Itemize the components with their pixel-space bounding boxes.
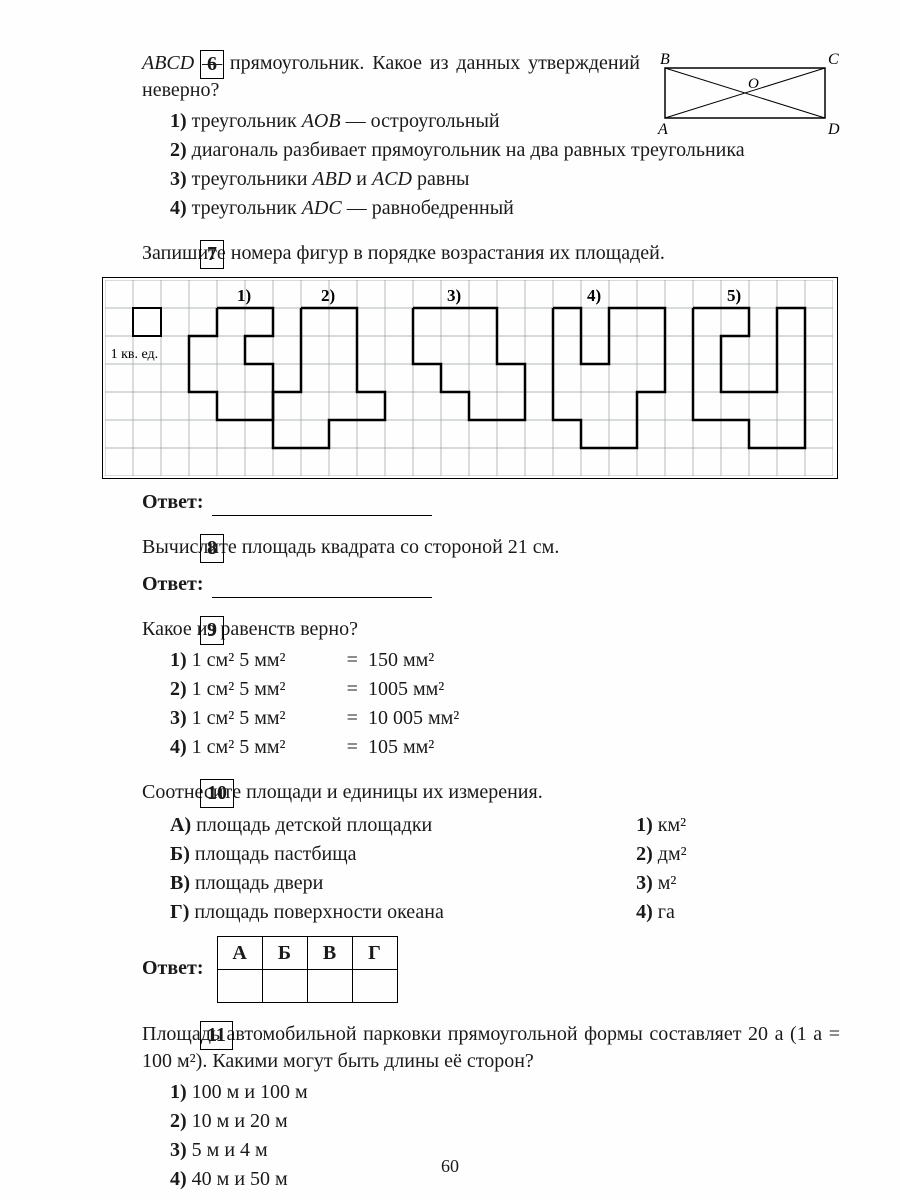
svg-text:4): 4) <box>587 286 601 305</box>
question-10: 10 Соотнесите площади и единицы их измер… <box>100 779 840 1003</box>
svg-text:2): 2) <box>321 286 335 305</box>
answer-table-header: Г <box>352 937 397 970</box>
question-number-box: 8 <box>200 534 224 563</box>
question-number-box: 11 <box>200 1021 233 1050</box>
answer-blank[interactable] <box>212 493 432 516</box>
matching-columns: А) площадь детской площадкиБ) площадь па… <box>170 810 840 928</box>
answer-table-cell[interactable] <box>307 970 352 1003</box>
match-left-item: В) площадь двери <box>170 870 636 897</box>
match-left-item: Б) площадь пастбища <box>170 841 636 868</box>
label-O: O <box>748 76 759 92</box>
question-number-box: 6 <box>200 50 224 79</box>
question-text: Запишите номера фигур в порядке возраста… <box>142 240 840 267</box>
match-right-item: 1) км² <box>636 812 840 839</box>
option-item: 3) треугольники ABD и ACD равны <box>170 166 840 193</box>
question-text: Вычислите площадь квадрата со стороной 2… <box>142 534 840 561</box>
answer-table-row: Ответ: АБВГ <box>142 936 840 1003</box>
svg-text:1): 1) <box>237 286 251 305</box>
question-9: 9 Какое из равенств верно? 1) 1 см² 5 мм… <box>100 616 840 761</box>
question-text: Площадь автомобильной парковки прямоугол… <box>142 1021 840 1075</box>
question-number-box: 7 <box>200 240 224 269</box>
question-text: B C A D O ABCD — прямоугольник. Какое из… <box>142 50 840 104</box>
question-text: Соотнесите площади и единицы их измерени… <box>142 779 840 806</box>
question-number-box: 10 <box>200 779 234 808</box>
option-item: 3) 1 см² 5 мм² = 10 005 мм² <box>170 705 840 732</box>
page: 6 B C A D O ABCD — прямоугольник. Какое … <box>0 0 900 1200</box>
match-left-item: А) площадь детской площадки <box>170 812 636 839</box>
label-D: D <box>827 121 840 138</box>
answer-table-cell[interactable] <box>352 970 397 1003</box>
match-right-item: 3) м² <box>636 870 840 897</box>
answer-table-header: А <box>217 937 262 970</box>
option-item: 2) диагональ разбивает прямоугольник на … <box>170 137 840 164</box>
answer-table-cell[interactable] <box>262 970 307 1003</box>
option-item: 1) 100 м и 100 м <box>170 1079 840 1106</box>
answer-row: Ответ: <box>142 571 840 598</box>
question-6: 6 B C A D O ABCD — прямоугольник. Какое … <box>100 50 840 222</box>
answer-blank[interactable] <box>212 575 432 598</box>
option-item: 4) треугольник ADC — равнобедренный <box>170 195 840 222</box>
rectangle-diagram: B C A D O <box>650 50 840 140</box>
svg-text:1 кв. ед.: 1 кв. ед. <box>111 347 159 362</box>
grid-figure: 1 кв. ед. 1) 2) 3) 4) 5) <box>102 277 838 479</box>
answer-row: Ответ: <box>142 489 840 516</box>
question-number-box: 9 <box>200 616 224 645</box>
svg-text:3): 3) <box>447 286 461 305</box>
label-C: C <box>828 51 839 68</box>
label-A: A <box>657 121 668 138</box>
answer-table-header: Б <box>262 937 307 970</box>
svg-text:5): 5) <box>727 286 741 305</box>
option-item: 2) 1 см² 5 мм² = 1005 мм² <box>170 676 840 703</box>
question-text: Какое из равенств верно? <box>142 616 840 643</box>
answer-table-header: В <box>307 937 352 970</box>
page-number: 60 <box>0 1154 900 1178</box>
option-item: 2) 10 м и 20 м <box>170 1108 840 1135</box>
label-B: B <box>660 51 670 68</box>
match-right-item: 2) дм² <box>636 841 840 868</box>
match-right-item: 4) га <box>636 899 840 926</box>
answer-table-cell[interactable] <box>217 970 262 1003</box>
answer-table: АБВГ <box>217 936 398 1003</box>
match-left-item: Г) площадь поверхности океана <box>170 899 636 926</box>
question-8: 8 Вычислите площадь квадрата со стороной… <box>100 534 840 598</box>
question-7: 7 Запишите номера фигур в порядке возрас… <box>100 240 840 516</box>
option-item: 1) 1 см² 5 мм² = 150 мм² <box>170 647 840 674</box>
option-item: 4) 1 см² 5 мм² = 105 мм² <box>170 734 840 761</box>
options-list: 1) 1 см² 5 мм² = 150 мм²2) 1 см² 5 мм² =… <box>170 647 840 761</box>
